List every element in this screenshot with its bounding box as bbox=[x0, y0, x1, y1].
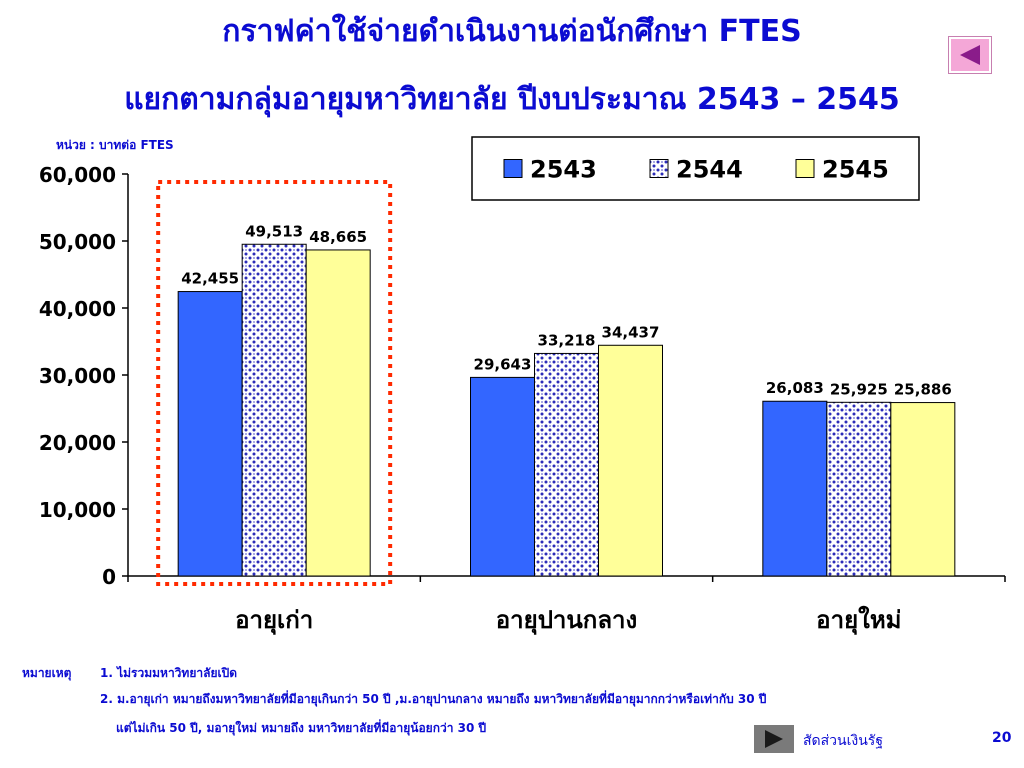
bar bbox=[826, 401, 892, 577]
chart-title-line-1: กราฟค่าใช้จ่ายดำเนินงานต่อนักศึกษา FTES bbox=[222, 14, 802, 49]
bar-value-label: 26,083 bbox=[766, 379, 824, 397]
bar-value-label: 25,925 bbox=[830, 380, 888, 398]
chart-bars: 42,455 49,513 48,665 29,643 33,218 34,437 26,0… bbox=[156, 180, 956, 586]
y-tick-label: 30,000 bbox=[39, 364, 116, 388]
legend-swatch bbox=[503, 159, 523, 178]
bar-value-label: 48,665 bbox=[309, 228, 367, 246]
bar bbox=[762, 400, 828, 577]
bar bbox=[241, 243, 307, 577]
page-number: 20 bbox=[992, 730, 1012, 746]
next-button[interactable] bbox=[754, 725, 794, 753]
bar-value-label: 49,513 bbox=[245, 222, 303, 240]
legend-swatch bbox=[649, 159, 669, 178]
note-1: 1. ไม่รวมมหาวิทยาลัยเปิด bbox=[100, 666, 237, 680]
legend-label: 2545 bbox=[822, 156, 889, 184]
bar bbox=[305, 249, 371, 577]
bar bbox=[890, 402, 956, 577]
note-2-line-1: 2. ม.อายุเก่า หมายถึงมหาวิทยาลัยที่มีอาย… bbox=[100, 692, 767, 706]
note-2-line-2: แต่ไม่เกิน 50 ปี, มอายุใหม่ หมายถึง มหาว… bbox=[116, 721, 487, 735]
chart-title-line-2: แยกตามกลุ่มอายุมหาวิทยาลัย ปีงบประมาณ 25… bbox=[124, 82, 900, 117]
back-triangle-icon bbox=[960, 45, 980, 65]
y-tick-label: 20,000 bbox=[39, 431, 116, 455]
x-category-label: อายุปานกลาง bbox=[496, 606, 638, 636]
unit-label: หน่วย : บาทต่อ FTES bbox=[56, 138, 174, 152]
y-tick-label: 0 bbox=[102, 565, 116, 589]
bar-value-label: 34,437 bbox=[602, 323, 660, 341]
legend-box bbox=[471, 136, 920, 201]
highlight-box bbox=[156, 180, 393, 586]
chart-legend: 2543 2544 2545 bbox=[471, 136, 920, 201]
bar bbox=[177, 291, 243, 577]
legend-label: 2544 bbox=[676, 156, 743, 184]
y-tick-label: 40,000 bbox=[39, 297, 116, 321]
bar-value-label: 42,455 bbox=[181, 270, 239, 288]
y-tick-label: 50,000 bbox=[39, 230, 116, 254]
x-category-label: อายุใหม่ bbox=[816, 605, 901, 636]
notes-label: หมายเหตุ bbox=[22, 666, 72, 680]
legend-label: 2543 bbox=[530, 156, 597, 184]
y-tick-label: 10,000 bbox=[39, 498, 116, 522]
bar bbox=[534, 352, 599, 577]
bar bbox=[598, 344, 663, 577]
x-category-label: อายุเก่า bbox=[235, 606, 313, 636]
next-triangle-icon bbox=[765, 730, 783, 748]
footer-link-state-funding[interactable]: สัดส่วนเงินรัฐ bbox=[803, 733, 884, 749]
chart-axes: 0 10,000 20,000 30,000 40,000 50,000 60,000 อาย… bbox=[39, 163, 1006, 636]
bar-value-label: 33,218 bbox=[538, 331, 596, 349]
back-button[interactable] bbox=[949, 37, 991, 73]
legend-swatch bbox=[795, 159, 815, 178]
y-tick-label: 60,000 bbox=[39, 163, 116, 187]
bar-value-label: 29,643 bbox=[474, 355, 532, 373]
bar bbox=[470, 376, 535, 577]
bar-value-label: 25,886 bbox=[894, 381, 952, 399]
